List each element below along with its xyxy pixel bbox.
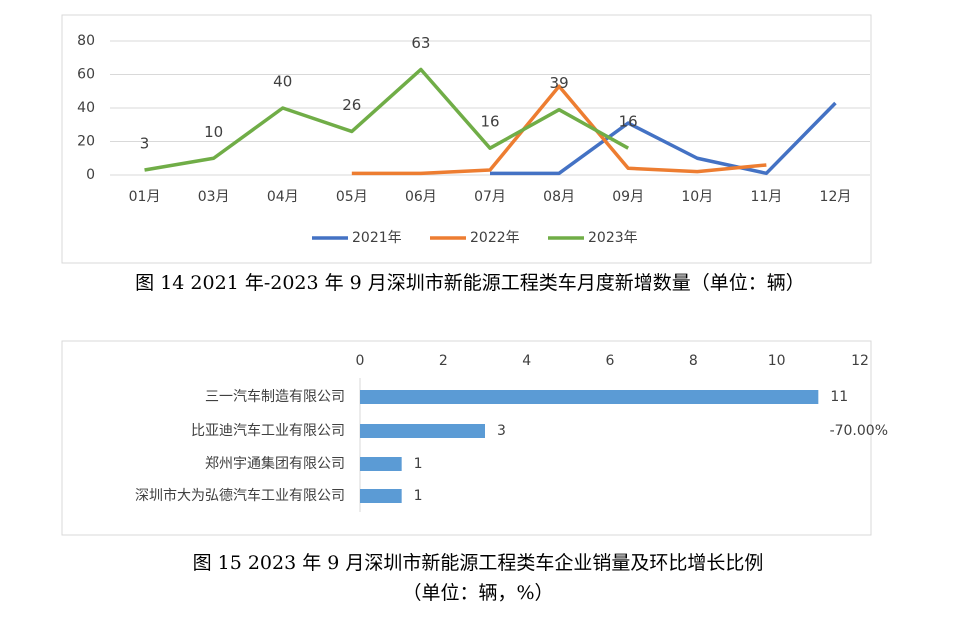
line-series xyxy=(144,67,630,172)
legend-label: 2023年 xyxy=(588,230,638,246)
x-tick-label: 12月 xyxy=(820,189,852,205)
x-tick-label: 10 xyxy=(768,353,786,369)
y-tick-label: 80 xyxy=(77,33,95,49)
y-tick-label: 40 xyxy=(77,100,95,116)
line-series xyxy=(351,84,767,176)
data-label: 39 xyxy=(550,74,569,92)
x-tick-label: 6 xyxy=(606,353,615,369)
caption: 图 14 2021 年-2023 年 9 月深圳市新能源工程类车月度新增数量（单… xyxy=(135,272,805,294)
category-label: 郑州宇通集团有限公司 xyxy=(205,455,345,472)
y-tick-label: 0 xyxy=(86,167,95,183)
data-label: 3 xyxy=(140,134,150,152)
x-tick-label: 2 xyxy=(439,353,448,369)
data-label: 11 xyxy=(830,389,848,405)
y-tick-label: 20 xyxy=(77,134,95,150)
bar xyxy=(360,457,402,471)
x-tick-label: 4 xyxy=(522,353,531,369)
data-label: 3 xyxy=(497,423,506,439)
data-label: 26 xyxy=(342,96,361,114)
x-tick-label: 09月 xyxy=(612,189,644,205)
legend-label: 2022年 xyxy=(470,230,520,246)
x-tick-label: 05月 xyxy=(336,189,368,205)
data-label: 63 xyxy=(411,34,430,52)
data-label: 40 xyxy=(273,73,292,91)
data-label: 1 xyxy=(414,488,423,504)
caption-note: （单位：辆，%） xyxy=(402,582,553,604)
data-label: 16 xyxy=(480,113,499,131)
data-label: 1 xyxy=(414,456,423,472)
category-label: 比亚迪汽车工业有限公司 xyxy=(191,422,345,439)
x-tick-label: 06月 xyxy=(405,189,437,205)
data-label: 10 xyxy=(204,123,223,141)
y-tick-label: 60 xyxy=(77,67,95,83)
caption: 图 15 2023 年 9 月深圳市新能源工程类车企业销量及环比增长比例 xyxy=(193,552,764,574)
x-tick-label: 12 xyxy=(851,353,869,369)
category-label: 三一汽车制造有限公司 xyxy=(205,388,345,405)
data-label: 16 xyxy=(619,113,638,131)
line-series xyxy=(490,101,837,176)
chart-frame xyxy=(61,14,872,264)
chart-frame xyxy=(61,340,872,536)
x-tick-label: 08月 xyxy=(543,189,575,205)
x-tick-label: 01月 xyxy=(129,189,161,205)
annotation: -70.00% xyxy=(830,423,888,439)
category-label: 深圳市大为弘德汽车工业有限公司 xyxy=(135,487,345,504)
bar xyxy=(360,390,819,404)
x-tick-label: 8 xyxy=(689,353,698,369)
bar xyxy=(360,424,485,438)
x-tick-label: 07月 xyxy=(474,189,506,205)
x-tick-label: 10月 xyxy=(681,189,713,205)
bar xyxy=(360,489,402,503)
x-tick-label: 04月 xyxy=(267,189,299,205)
x-tick-label: 0 xyxy=(356,353,365,369)
legend-label: 2021年 xyxy=(352,230,402,246)
x-tick-label: 11月 xyxy=(750,189,782,205)
x-tick-label: 03月 xyxy=(198,189,230,205)
